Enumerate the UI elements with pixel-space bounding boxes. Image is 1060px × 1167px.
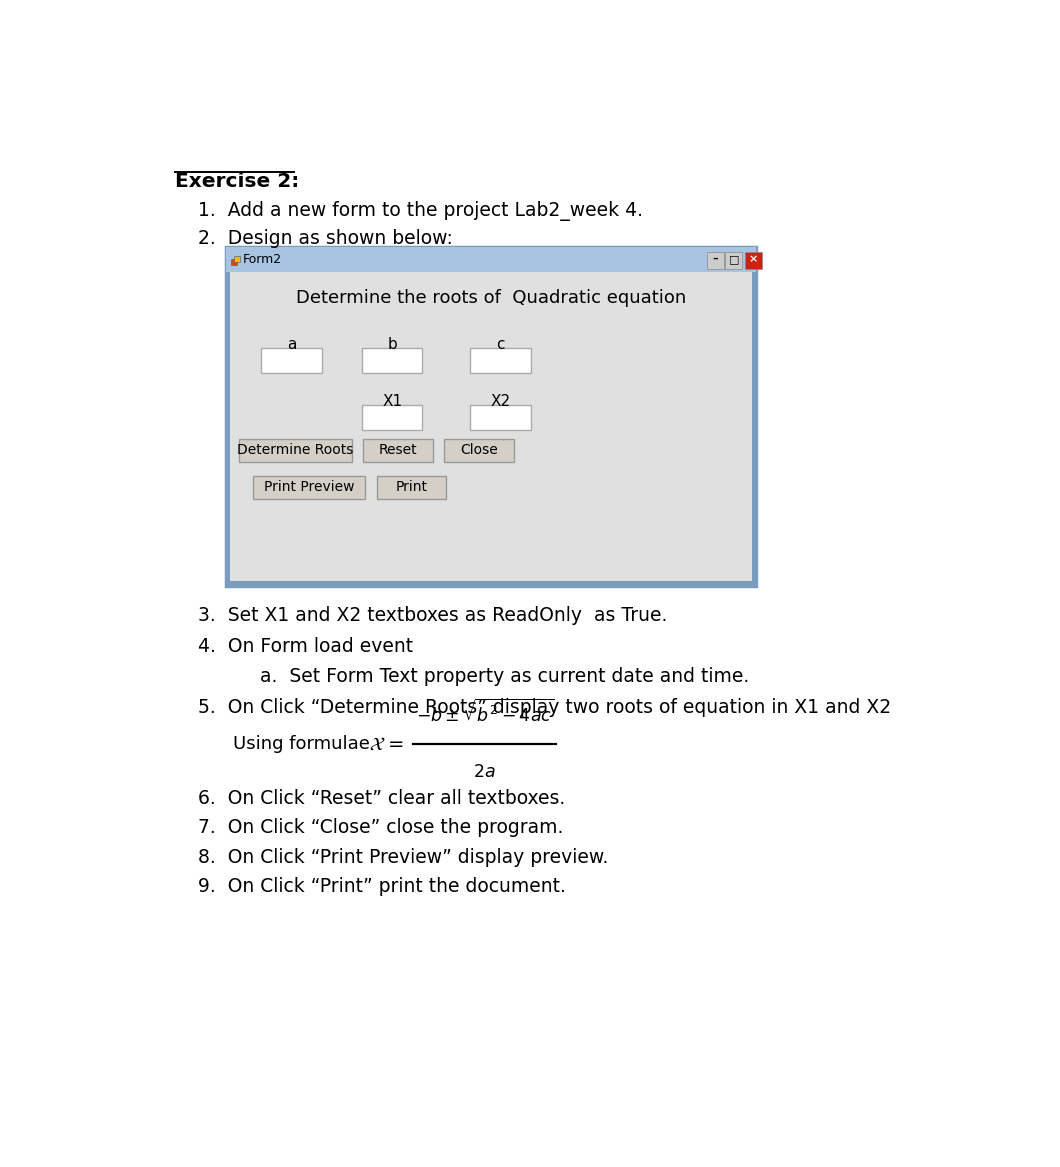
FancyBboxPatch shape — [252, 476, 365, 498]
FancyBboxPatch shape — [745, 252, 762, 270]
Text: Print: Print — [395, 481, 427, 495]
Text: 4.  On Form load event: 4. On Form load event — [198, 637, 413, 656]
FancyBboxPatch shape — [230, 272, 752, 581]
Text: –: – — [712, 254, 718, 264]
Text: c: c — [496, 337, 505, 352]
FancyBboxPatch shape — [234, 256, 241, 263]
Text: X1: X1 — [382, 394, 402, 410]
Text: Using formulae: Using formulae — [233, 735, 376, 754]
Text: $-b\pm\sqrt{b^2-4ac}$: $-b\pm\sqrt{b^2-4ac}$ — [416, 699, 554, 726]
Text: $\mathcal{X}$: $\mathcal{X}$ — [369, 735, 385, 754]
Text: 1.  Add a new form to the project Lab2_week 4.: 1. Add a new form to the project Lab2_we… — [198, 201, 643, 221]
Text: 9.  On Click “Print” print the document.: 9. On Click “Print” print the document. — [198, 876, 566, 896]
Text: X2: X2 — [491, 394, 511, 410]
FancyBboxPatch shape — [471, 405, 531, 429]
Text: =: = — [388, 735, 405, 754]
FancyBboxPatch shape — [376, 476, 446, 498]
Text: a: a — [286, 337, 296, 352]
Text: Determine the roots of  Quadratic equation: Determine the roots of Quadratic equatio… — [296, 289, 686, 307]
Text: b: b — [387, 337, 398, 352]
FancyBboxPatch shape — [231, 259, 237, 265]
Text: ×: × — [748, 254, 758, 264]
Text: □: □ — [728, 254, 739, 264]
Text: 8.  On Click “Print Preview” display preview.: 8. On Click “Print Preview” display prev… — [198, 847, 608, 867]
FancyBboxPatch shape — [240, 439, 352, 462]
Text: Close: Close — [460, 443, 498, 457]
FancyBboxPatch shape — [226, 247, 757, 272]
FancyBboxPatch shape — [444, 439, 514, 462]
Text: 6.  On Click “Reset” clear all textboxes.: 6. On Click “Reset” clear all textboxes. — [198, 789, 566, 809]
Text: $2a$: $2a$ — [474, 763, 496, 781]
Text: 2.  Design as shown below:: 2. Design as shown below: — [198, 229, 454, 247]
FancyBboxPatch shape — [364, 439, 434, 462]
FancyBboxPatch shape — [361, 348, 422, 372]
FancyBboxPatch shape — [725, 252, 742, 270]
FancyBboxPatch shape — [707, 252, 724, 270]
Text: a.  Set Form Text property as current date and time.: a. Set Form Text property as current dat… — [261, 668, 749, 686]
Text: 7.  On Click “Close” close the program.: 7. On Click “Close” close the program. — [198, 818, 564, 838]
FancyBboxPatch shape — [471, 348, 531, 372]
Text: Reset: Reset — [379, 443, 418, 457]
Text: Exercise 2:: Exercise 2: — [175, 173, 299, 191]
Text: Form2: Form2 — [243, 253, 282, 266]
FancyBboxPatch shape — [361, 405, 422, 429]
Text: Determine Roots: Determine Roots — [237, 443, 354, 457]
Text: 3.  Set X1 and X2 textboxes as ReadOnly  as True.: 3. Set X1 and X2 textboxes as ReadOnly a… — [198, 606, 668, 624]
FancyBboxPatch shape — [226, 247, 757, 586]
Text: 5.  On Click “Determine Roots” display two roots of equation in X1 and X2: 5. On Click “Determine Roots” display tw… — [198, 698, 891, 718]
Text: Print Preview: Print Preview — [264, 481, 354, 495]
FancyBboxPatch shape — [261, 348, 321, 372]
